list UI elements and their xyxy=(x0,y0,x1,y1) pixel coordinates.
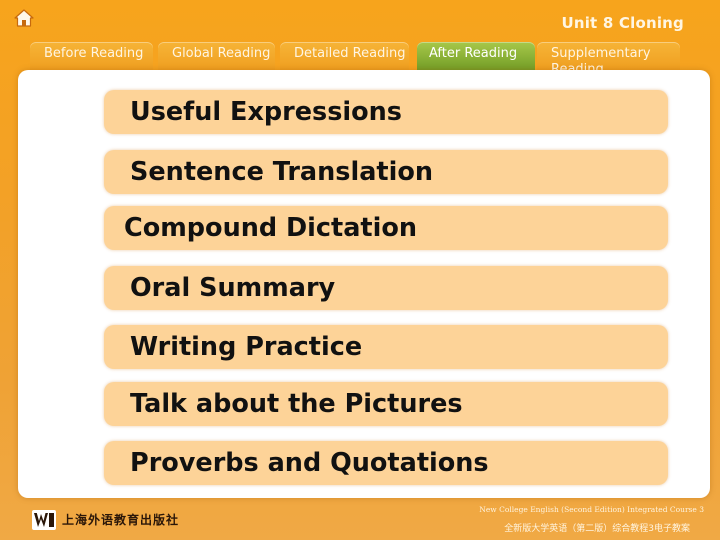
menu-item-label: Sentence Translation xyxy=(130,157,433,187)
menu-item-sentence-translation[interactable]: Sentence Translation xyxy=(104,150,668,194)
tab-global-reading[interactable]: Global Reading xyxy=(158,42,275,72)
menu-item-label: Writing Practice xyxy=(130,332,363,362)
tab-before-reading[interactable]: Before Reading xyxy=(30,42,153,72)
menu-item-label: Useful Expressions xyxy=(130,97,402,127)
menu-item-oral-summary[interactable]: Oral Summary xyxy=(104,266,668,310)
tab-label: Before Reading xyxy=(44,46,144,61)
tab-after-reading[interactable]: After Reading xyxy=(417,42,535,72)
menu-item-label: Oral Summary xyxy=(130,273,336,303)
course-title-english: New College English (Second Edition) Int… xyxy=(479,505,704,514)
menu-item-label: Proverbs and Quotations xyxy=(130,448,489,478)
home-icon[interactable] xyxy=(14,9,34,27)
tab-label: Global Reading xyxy=(172,46,271,61)
menu-item-label: Talk about the Pictures xyxy=(130,389,463,419)
tab-label: After Reading xyxy=(429,46,518,61)
course-title-chinese: 全新版大学英语（第二版）综合教程3电子教案 xyxy=(504,524,690,534)
unit-title: Unit 8 Cloning xyxy=(561,14,684,32)
tab-label: Detailed Reading xyxy=(294,46,406,61)
menu-item-talk-about-the-pictures[interactable]: Talk about the Pictures xyxy=(104,382,668,426)
menu-item-useful-expressions[interactable]: Useful Expressions xyxy=(104,90,668,134)
menu-item-writing-practice[interactable]: Writing Practice xyxy=(104,325,668,369)
menu-item-compound-dictation[interactable]: Compound Dictation xyxy=(104,206,668,250)
section-tabs: Before Reading Global Reading Detailed R… xyxy=(0,42,720,72)
tab-supplementary-reading[interactable]: Supplementary Reading xyxy=(537,42,680,72)
publisher-name: 上海外语教育出版社 xyxy=(62,513,180,527)
menu-item-label: Compound Dictation xyxy=(124,213,418,243)
publisher-logo-icon xyxy=(32,510,56,530)
tab-label: Supplementary Reading xyxy=(551,46,651,72)
tab-detailed-reading[interactable]: Detailed Reading xyxy=(280,42,409,72)
menu-item-proverbs-and-quotations[interactable]: Proverbs and Quotations xyxy=(104,441,668,485)
